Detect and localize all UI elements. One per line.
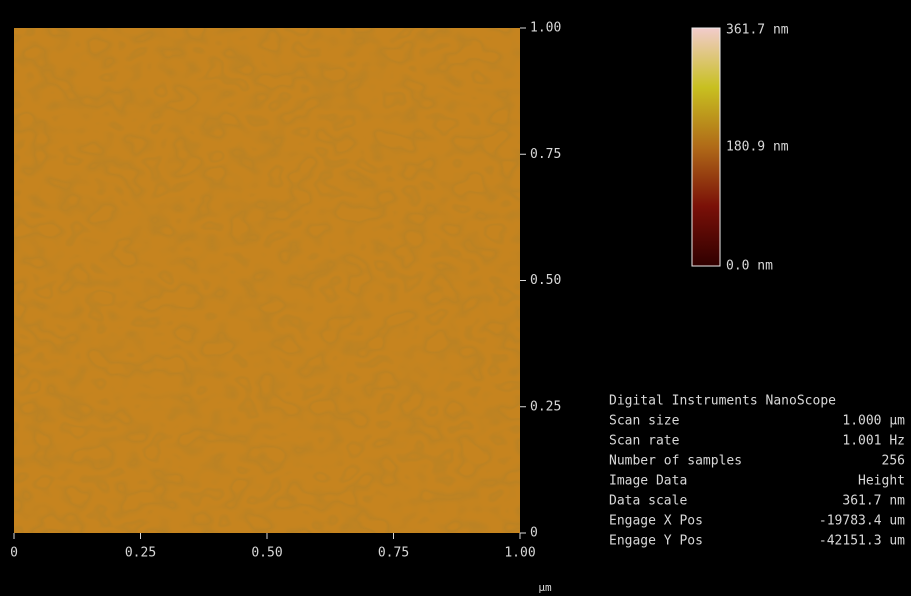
x-tick-label: 0.25 [125, 546, 156, 561]
colorbar [692, 28, 720, 266]
y-tick-label: 1.00 [530, 21, 561, 36]
info-value: 361.7 nm [842, 494, 905, 509]
info-label: Engage X Pos [609, 514, 703, 529]
info-value: 256 [882, 454, 905, 469]
y-tick-label: 0.75 [530, 147, 561, 162]
info-value: Height [858, 474, 905, 489]
x-tick-label: 0.50 [251, 546, 282, 561]
height-texture [14, 28, 520, 533]
x-tick-label: 0 [10, 546, 18, 561]
colorbar-min: 0.0 nm [726, 259, 773, 274]
info-value: -19783.4 um [819, 514, 905, 529]
info-value: -42151.3 um [819, 534, 905, 549]
page: 361.7 nm 180.9 nm 0.0 nm µm Digital Inst… [0, 0, 911, 596]
info-label: Scan rate [609, 434, 680, 449]
info-value: 1.000 µm [842, 414, 905, 429]
y-tick-label: 0.25 [530, 399, 561, 414]
y-tick-label: 0 [530, 526, 538, 541]
info-title: Digital Instruments NanoScope [609, 394, 836, 409]
colorbar-max: 361.7 nm [726, 23, 789, 38]
colorbar-mid: 180.9 nm [726, 140, 789, 155]
info-value: 1.001 Hz [842, 434, 905, 449]
x-unit: µm [538, 581, 552, 594]
x-tick-label: 1.00 [504, 546, 535, 561]
info-label: Engage Y Pos [609, 534, 703, 549]
info-panel: Digital Instruments NanoScope Scan size 1… [609, 394, 905, 549]
info-label: Image Data [609, 474, 687, 489]
x-tick-label: 0.75 [378, 546, 409, 561]
afm-view: 361.7 nm 180.9 nm 0.0 nm µm Digital Inst… [0, 0, 911, 596]
info-label: Scan size [609, 414, 680, 429]
info-label: Number of samples [609, 454, 742, 469]
y-tick-label: 0.50 [530, 273, 561, 288]
info-label: Data scale [609, 494, 687, 509]
